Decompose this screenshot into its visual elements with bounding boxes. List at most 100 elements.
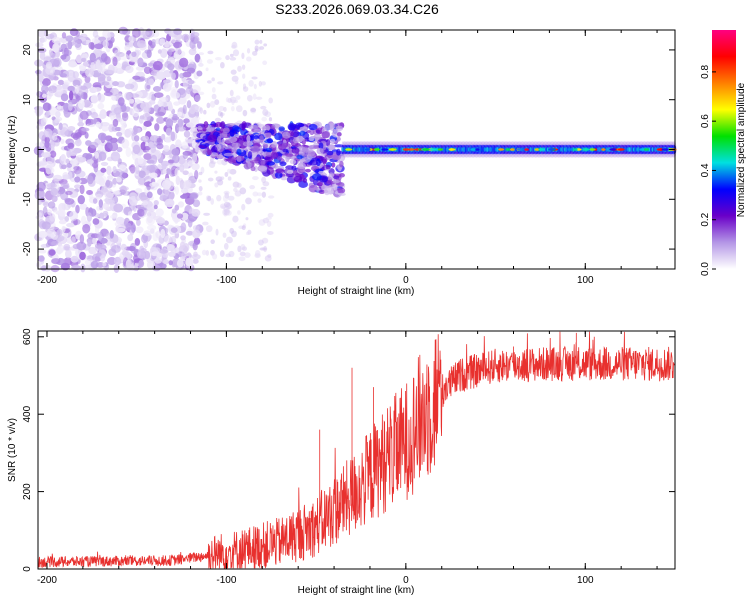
spectrogram-cell <box>388 148 396 151</box>
spectrogram-cell <box>422 148 430 151</box>
spectrogram-cell <box>174 167 179 178</box>
spectrogram-cell <box>331 162 336 168</box>
spectrogram-cell <box>81 127 90 132</box>
spectrogram-cell <box>567 148 575 151</box>
spectrogram-cell <box>45 110 50 117</box>
spectrogram-cell <box>37 230 48 238</box>
spectrogram-cell <box>255 96 263 100</box>
spectrogram-cell <box>113 203 124 213</box>
spectrogram-cell <box>80 215 87 225</box>
spectrogram-cell <box>253 83 257 90</box>
spectrogram-cell <box>244 252 251 258</box>
spectrogram-cell <box>119 185 127 195</box>
spectrogram-cell <box>170 91 181 99</box>
snr-x-tick-label: 0 <box>403 575 409 586</box>
spectrogram-cell <box>326 179 333 185</box>
spectrogram-cell <box>135 188 143 194</box>
spectrogram-cell <box>339 160 344 168</box>
spectrogram-cell <box>51 240 59 246</box>
spectrogram-cell <box>135 192 142 201</box>
spectrogram-cell <box>131 108 140 118</box>
spectrogram-cell <box>222 232 227 238</box>
spectrogram-cell <box>207 134 217 142</box>
spectrogram-cell <box>223 152 234 157</box>
spectrogram-cell <box>67 61 78 68</box>
spectrogram-cell <box>74 138 82 147</box>
spectrogram-cell <box>59 155 67 165</box>
spectrogram-cell <box>79 203 88 210</box>
spectrogram-cell <box>191 229 201 239</box>
spectrogram-cell <box>182 104 187 115</box>
spectrogram-cell <box>333 175 340 180</box>
spectrogram-cell <box>217 179 224 186</box>
spectrogram-cell <box>225 97 229 103</box>
spectrogram-cell <box>97 93 106 103</box>
spectrogram-cell <box>268 195 275 199</box>
spectrogram-cell <box>128 245 136 252</box>
spectrogram-cell <box>253 128 262 133</box>
spectrogram-cell <box>156 217 166 226</box>
spectrogram-y-tick-label: 10 <box>22 94 33 106</box>
spectrogram-cell <box>128 35 134 43</box>
spectrogram-cell <box>106 76 112 82</box>
spectrogram-x-tick-label: -100 <box>216 275 236 286</box>
spectrogram-cell <box>197 191 203 196</box>
spectrogram-cell <box>111 244 121 253</box>
spectrogram-cell <box>210 239 215 245</box>
spectrogram-cell <box>274 171 283 179</box>
spectrogram-cell <box>263 43 268 47</box>
spectrogram-cell <box>94 243 103 249</box>
spectrogram-cell <box>112 234 119 244</box>
spectrogram-cell <box>285 172 294 178</box>
spectrogram-cell <box>127 211 133 217</box>
spectrogram-cell <box>309 160 319 166</box>
spectrogram-cell <box>70 158 78 166</box>
spectrogram-cell <box>210 198 215 205</box>
spectrogram-cell <box>257 239 264 246</box>
spectrogram-cell <box>323 187 331 196</box>
spectrogram-cell <box>62 174 71 180</box>
spectrogram-cell <box>102 39 109 49</box>
spectrogram-cell <box>226 168 232 174</box>
spectrogram-cell <box>548 148 556 151</box>
spectrogram-cell <box>254 39 260 45</box>
spectrogram-cell <box>242 141 251 147</box>
spectrogram-cell <box>206 80 212 84</box>
spectrogram-cell <box>246 94 253 102</box>
spectrogram-cell <box>37 198 42 206</box>
spectrogram-cell <box>172 41 183 48</box>
spectrogram-cell <box>251 76 258 80</box>
spectrogram-cell <box>72 79 81 87</box>
spectrogram-cell <box>237 210 241 215</box>
spectrogram-cell <box>208 161 216 169</box>
spectrogram-cell <box>202 221 209 226</box>
spectrogram-cell <box>89 52 96 63</box>
spectrogram-cell <box>154 257 162 264</box>
spectrogram-cell <box>318 171 326 175</box>
spectrogram-x-tick-label: 100 <box>577 275 594 286</box>
spectrogram-cell <box>333 183 338 191</box>
spectrogram-cell <box>185 159 195 164</box>
spectrogram-cell <box>109 141 119 152</box>
spectrogram-cell <box>174 79 179 89</box>
spectrogram-cell <box>249 184 256 190</box>
spectrogram-cell <box>70 132 79 139</box>
spectrogram-cell <box>192 242 198 251</box>
spectrogram-cell <box>229 227 235 234</box>
spectrogram-cell <box>158 249 169 254</box>
spectrogram-cell <box>104 191 114 199</box>
spectrogram-cell <box>252 50 258 56</box>
spectrogram-cell <box>110 151 121 162</box>
spectrogram-cell <box>242 86 249 92</box>
spectrogram-cell <box>49 213 56 222</box>
spectrogram-cell <box>52 174 63 182</box>
spectrogram-cell <box>114 49 121 57</box>
spectrogram-cell <box>267 231 274 235</box>
spectrogram-cell <box>38 249 47 254</box>
spectrogram-cell <box>259 134 264 143</box>
spectrogram-cell <box>448 148 456 151</box>
spectrogram-cell <box>246 134 251 143</box>
spectrogram-cell <box>229 53 234 57</box>
spectrogram-cell <box>261 116 268 122</box>
spectrogram-cell <box>90 260 99 269</box>
